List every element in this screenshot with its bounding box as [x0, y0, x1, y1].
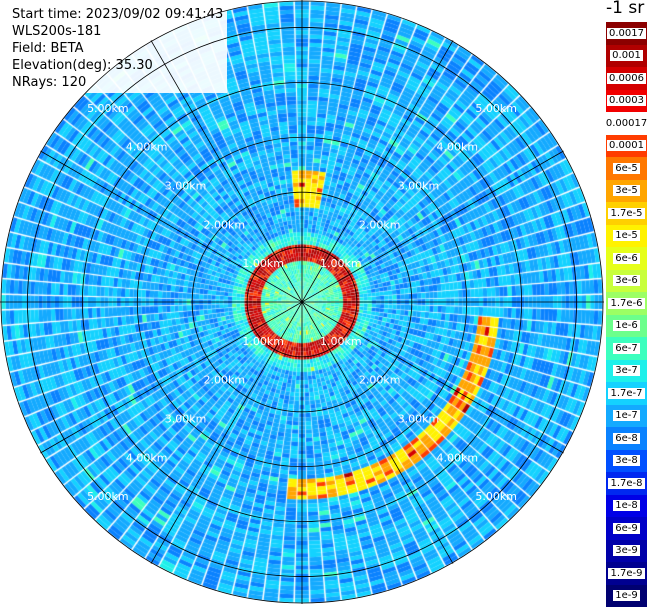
range-ring-label: 3.00km — [398, 180, 440, 193]
colorbar-cell: 1e-8 — [606, 494, 647, 517]
colorbar-tick-label: 0.001 — [610, 50, 643, 62]
colorbar-tick-label: 1e-5 — [613, 230, 640, 242]
colorbar-cell: 0.0003 — [606, 89, 647, 112]
elevation-text: Elevation(deg): 35.30 — [12, 58, 153, 73]
range-ring-label: 1.00km — [320, 335, 362, 348]
colorbar-tick-label: 1e-6 — [613, 320, 640, 332]
colorbar-cell: 3e-6 — [606, 269, 647, 292]
azimuth-spoke — [150, 40, 454, 564]
colorbar-cell: 1e-9 — [606, 584, 647, 607]
range-ring-label: 1.00km — [242, 257, 284, 270]
range-ring-label: 4.00km — [437, 141, 479, 154]
colorbar-tick-label: 6e-7 — [613, 342, 640, 354]
colorbar-tick-label: 1.7e-6 — [608, 297, 645, 309]
colorbar-tick-label: 0.0003 — [607, 95, 646, 107]
range-ring-label: 4.00km — [126, 141, 168, 154]
range-ring-label: 5.00km — [475, 490, 517, 503]
colorbar-cell: 1.7e-9 — [606, 562, 647, 585]
colorbar-cell: 1e-6 — [606, 314, 647, 337]
colorbar-cell: 1e-5 — [606, 224, 647, 247]
colorbar-tick-label: 6e-9 — [613, 522, 640, 534]
range-ring-label: 3.00km — [165, 180, 207, 193]
colorbar-tick-label: 3e-5 — [613, 185, 640, 197]
range-ring-label: 1.00km — [320, 257, 362, 270]
range-ring-overlay: 1.00km 1.00km 1.00km 1.00km 2.00km 2.00km 2.00… — [0, 0, 604, 604]
colorbar-tick-label: 3e-6 — [613, 275, 640, 287]
colorbar: 0.0017 0.001 0.0006 0.0003 0.00017 0.0001 6e-5… — [603, 22, 647, 607]
colorbar-tick-label: 0.0017 — [607, 27, 646, 39]
colorbar-cell: 6e-8 — [606, 427, 647, 450]
field-text: Field: BETA — [12, 41, 84, 56]
colorbar-cell: 3e-7 — [606, 359, 647, 382]
colorbar-cell: 3e-8 — [606, 449, 647, 472]
scan-info-box: Start time: 2023/09/02 09:41:43 WLS200s-… — [11, 5, 228, 93]
colorbar-cell: 0.0006 — [606, 67, 647, 90]
colorbar-tick-label: 3e-8 — [613, 455, 640, 467]
range-ring-label: 3.00km — [165, 412, 207, 425]
colorbar-cell: 6e-6 — [606, 247, 647, 270]
range-ring-label: 5.00km — [87, 102, 129, 115]
range-ring-label: 5.00km — [475, 102, 517, 115]
nrays-text: NRays: 120 — [12, 75, 87, 90]
range-ring-label: 2.00km — [204, 374, 246, 387]
colorbar-tick-label: 1.7e-7 — [608, 387, 645, 399]
colorbar-tick-label: 1.7e-8 — [608, 477, 645, 489]
colorbar-tick-label: 0.0006 — [607, 72, 646, 84]
range-ring-label: 4.00km — [126, 451, 168, 464]
colorbar-cell: 0.0017 — [606, 22, 647, 45]
range-ring-label: 3.00km — [398, 412, 440, 425]
colorbar-tick-label: 6e-6 — [613, 252, 640, 264]
colorbar-cell: 1.7e-6 — [606, 292, 647, 315]
colorbar-cell: 6e-7 — [606, 337, 647, 360]
colorbar-tick-label: 1.7e-5 — [608, 207, 645, 219]
start-time-text: Start time: 2023/09/02 09:41:43 — [12, 7, 224, 22]
colorbar-cell: 3e-9 — [606, 539, 647, 562]
range-ring-label: 2.00km — [359, 374, 401, 387]
range-ring-label: 1.00km — [242, 335, 284, 348]
colorbar-tick-label: 1e-7 — [613, 410, 640, 422]
range-ring-label: 2.00km — [359, 218, 401, 231]
colorbar-cell: 0.001 — [606, 44, 647, 67]
colorbar-cell: 1.7e-7 — [606, 382, 647, 405]
colorbar-cell: 0.0001 — [606, 134, 647, 157]
colorbar-cell: 1e-7 — [606, 404, 647, 427]
range-ring-label: 2.00km — [204, 218, 246, 231]
colorbar-cell: 1.7e-8 — [606, 472, 647, 495]
colorbar-cell: 1.7e-5 — [606, 202, 647, 225]
colorbar-tick-label: 3e-9 — [613, 545, 640, 557]
colorbar-tick-label: 0.0001 — [607, 140, 646, 152]
colorbar-cell: 3e-5 — [606, 179, 647, 202]
colorbar-tick-label: 0.00017 — [603, 117, 647, 129]
colorbar-tick-label: 1.7e-9 — [608, 567, 645, 579]
colorbar-cell: 6e-5 — [606, 157, 647, 180]
colorbar-tick-label: 3e-7 — [613, 365, 640, 377]
colorbar-cell: 6e-9 — [606, 517, 647, 540]
range-ring-label: 5.00km — [87, 490, 129, 503]
colorbar-tick-label: 1e-8 — [613, 500, 640, 512]
colorbar-tick-label: 6e-8 — [613, 432, 640, 444]
colorbar-unit-label: -1 sr — [606, 0, 645, 18]
range-ring-label: 4.00km — [437, 451, 479, 464]
colorbar-tick-label: 1e-9 — [613, 590, 640, 602]
colorbar-cell: 0.00017 — [603, 112, 647, 135]
colorbar-tick-label: 6e-5 — [613, 162, 640, 174]
instrument-text: WLS200s-181 — [12, 24, 102, 39]
